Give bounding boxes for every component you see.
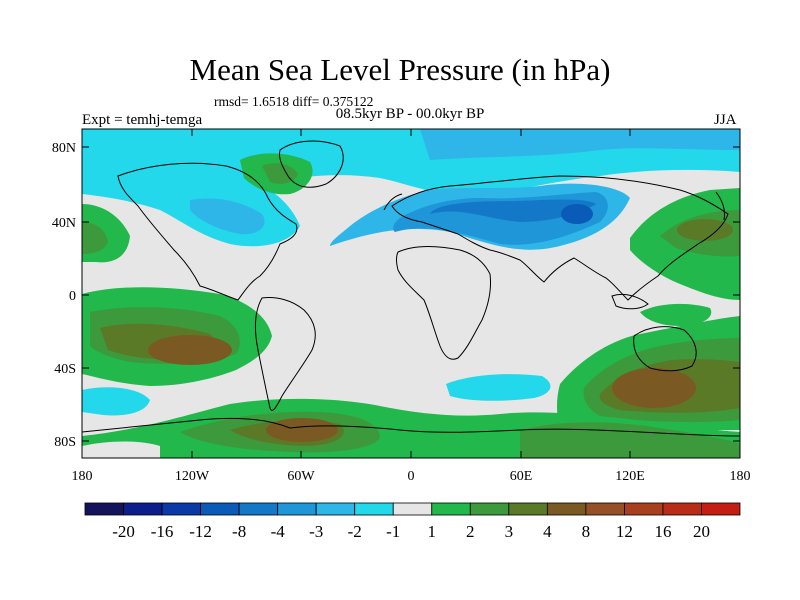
experiment-label: Expt = temhj-temga <box>82 112 203 128</box>
legend-label: 12 <box>616 522 633 541</box>
legend-label: 2 <box>466 522 475 541</box>
x-tick-120w: 120W <box>175 469 210 484</box>
australia-positive <box>640 303 712 326</box>
arctic-blue-region <box>420 129 740 160</box>
x-tick-marks <box>191 129 631 458</box>
legend-label: -20 <box>112 522 135 541</box>
map-title: Mean Sea Level Pressure (in hPa) <box>189 52 611 87</box>
eurasia-coast <box>391 175 729 301</box>
color-legend: -20 -16 -12 -8 -4 -3 -2 -1 1 2 3 4 8 12 16 20 <box>84 502 741 541</box>
legend-swatch <box>508 502 548 516</box>
y-tick-40n: 40N <box>52 216 76 231</box>
legend-label: 20 <box>693 522 710 541</box>
south-pacific-core <box>148 335 232 365</box>
legend-label: 4 <box>543 522 552 541</box>
coastlines <box>82 140 740 437</box>
eurasia-low-core <box>430 199 596 222</box>
antarctica-coast <box>82 417 740 437</box>
eurasia-low-peak <box>561 204 593 224</box>
y-tick-marks <box>82 146 740 442</box>
legend-swatch <box>662 502 702 516</box>
indonesia-coast <box>611 293 649 310</box>
legend-swatch <box>354 502 394 516</box>
x-tick-60w: 60W <box>287 469 315 484</box>
legend-swatch <box>624 502 664 516</box>
x-tick-180w: 180 <box>72 469 93 484</box>
uk-coast <box>383 193 403 211</box>
legend-label: -16 <box>151 522 174 541</box>
legend-swatch <box>200 502 240 516</box>
y-tick-80n: 80N <box>52 141 76 156</box>
south-atlantic-low <box>446 374 551 401</box>
legend-swatch <box>315 502 356 516</box>
stats-label: rmsd= 1.6518 diff= 0.375122 <box>214 94 374 109</box>
y-tick-0: 0 <box>69 289 76 304</box>
australia-coast <box>633 326 697 372</box>
legend-swatch <box>585 502 625 516</box>
antarctic-white-patch <box>82 441 160 458</box>
x-tick-180e: 180 <box>730 469 751 484</box>
south-indian-core <box>612 368 696 408</box>
legend-swatch <box>392 502 433 516</box>
legend-label: -3 <box>309 522 323 541</box>
x-tick-120e: 120E <box>615 469 645 484</box>
legend-swatch <box>84 502 124 516</box>
north-pacific-core <box>677 219 733 241</box>
legend-label: 8 <box>582 522 591 541</box>
legend-swatch <box>238 502 279 516</box>
legend-label: -2 <box>348 522 362 541</box>
legend-swatch <box>701 502 741 516</box>
north-america-blue-region <box>190 198 265 235</box>
legend-label: 16 <box>654 522 671 541</box>
legend-swatch <box>431 502 471 516</box>
y-tick-40s: 40S <box>54 362 76 377</box>
season-label: JJA <box>714 112 737 128</box>
legend-label: 1 <box>428 522 437 541</box>
legend-label: -4 <box>271 522 286 541</box>
legend-swatch <box>123 502 163 516</box>
south-america-coast <box>254 297 316 411</box>
legend-swatch <box>161 502 201 516</box>
x-tick-0: 0 <box>408 469 415 484</box>
south-pacific-low <box>82 387 150 416</box>
legend-swatch <box>277 502 317 516</box>
legend-label: -1 <box>386 522 400 541</box>
east-antarctic-mid <box>520 422 740 458</box>
greenland-coast <box>279 140 344 188</box>
north-pacific-west-core <box>82 222 108 254</box>
y-tick-80s: 80S <box>54 435 76 450</box>
period-label: 08.5kyr BP - 00.0kyr BP <box>335 106 485 122</box>
north-america-coast <box>117 162 298 301</box>
africa-coast <box>396 246 491 360</box>
legend-label: 3 <box>505 522 514 541</box>
canada-positive-core <box>262 163 298 184</box>
legend-label: -8 <box>232 522 246 541</box>
x-tick-60e: 60E <box>510 469 533 484</box>
legend-label: -12 <box>189 522 212 541</box>
field-layer <box>82 129 740 458</box>
japan-coast <box>715 191 725 221</box>
legend-swatch <box>546 502 587 516</box>
antarctic-core <box>266 418 338 442</box>
legend-swatch <box>469 502 510 516</box>
